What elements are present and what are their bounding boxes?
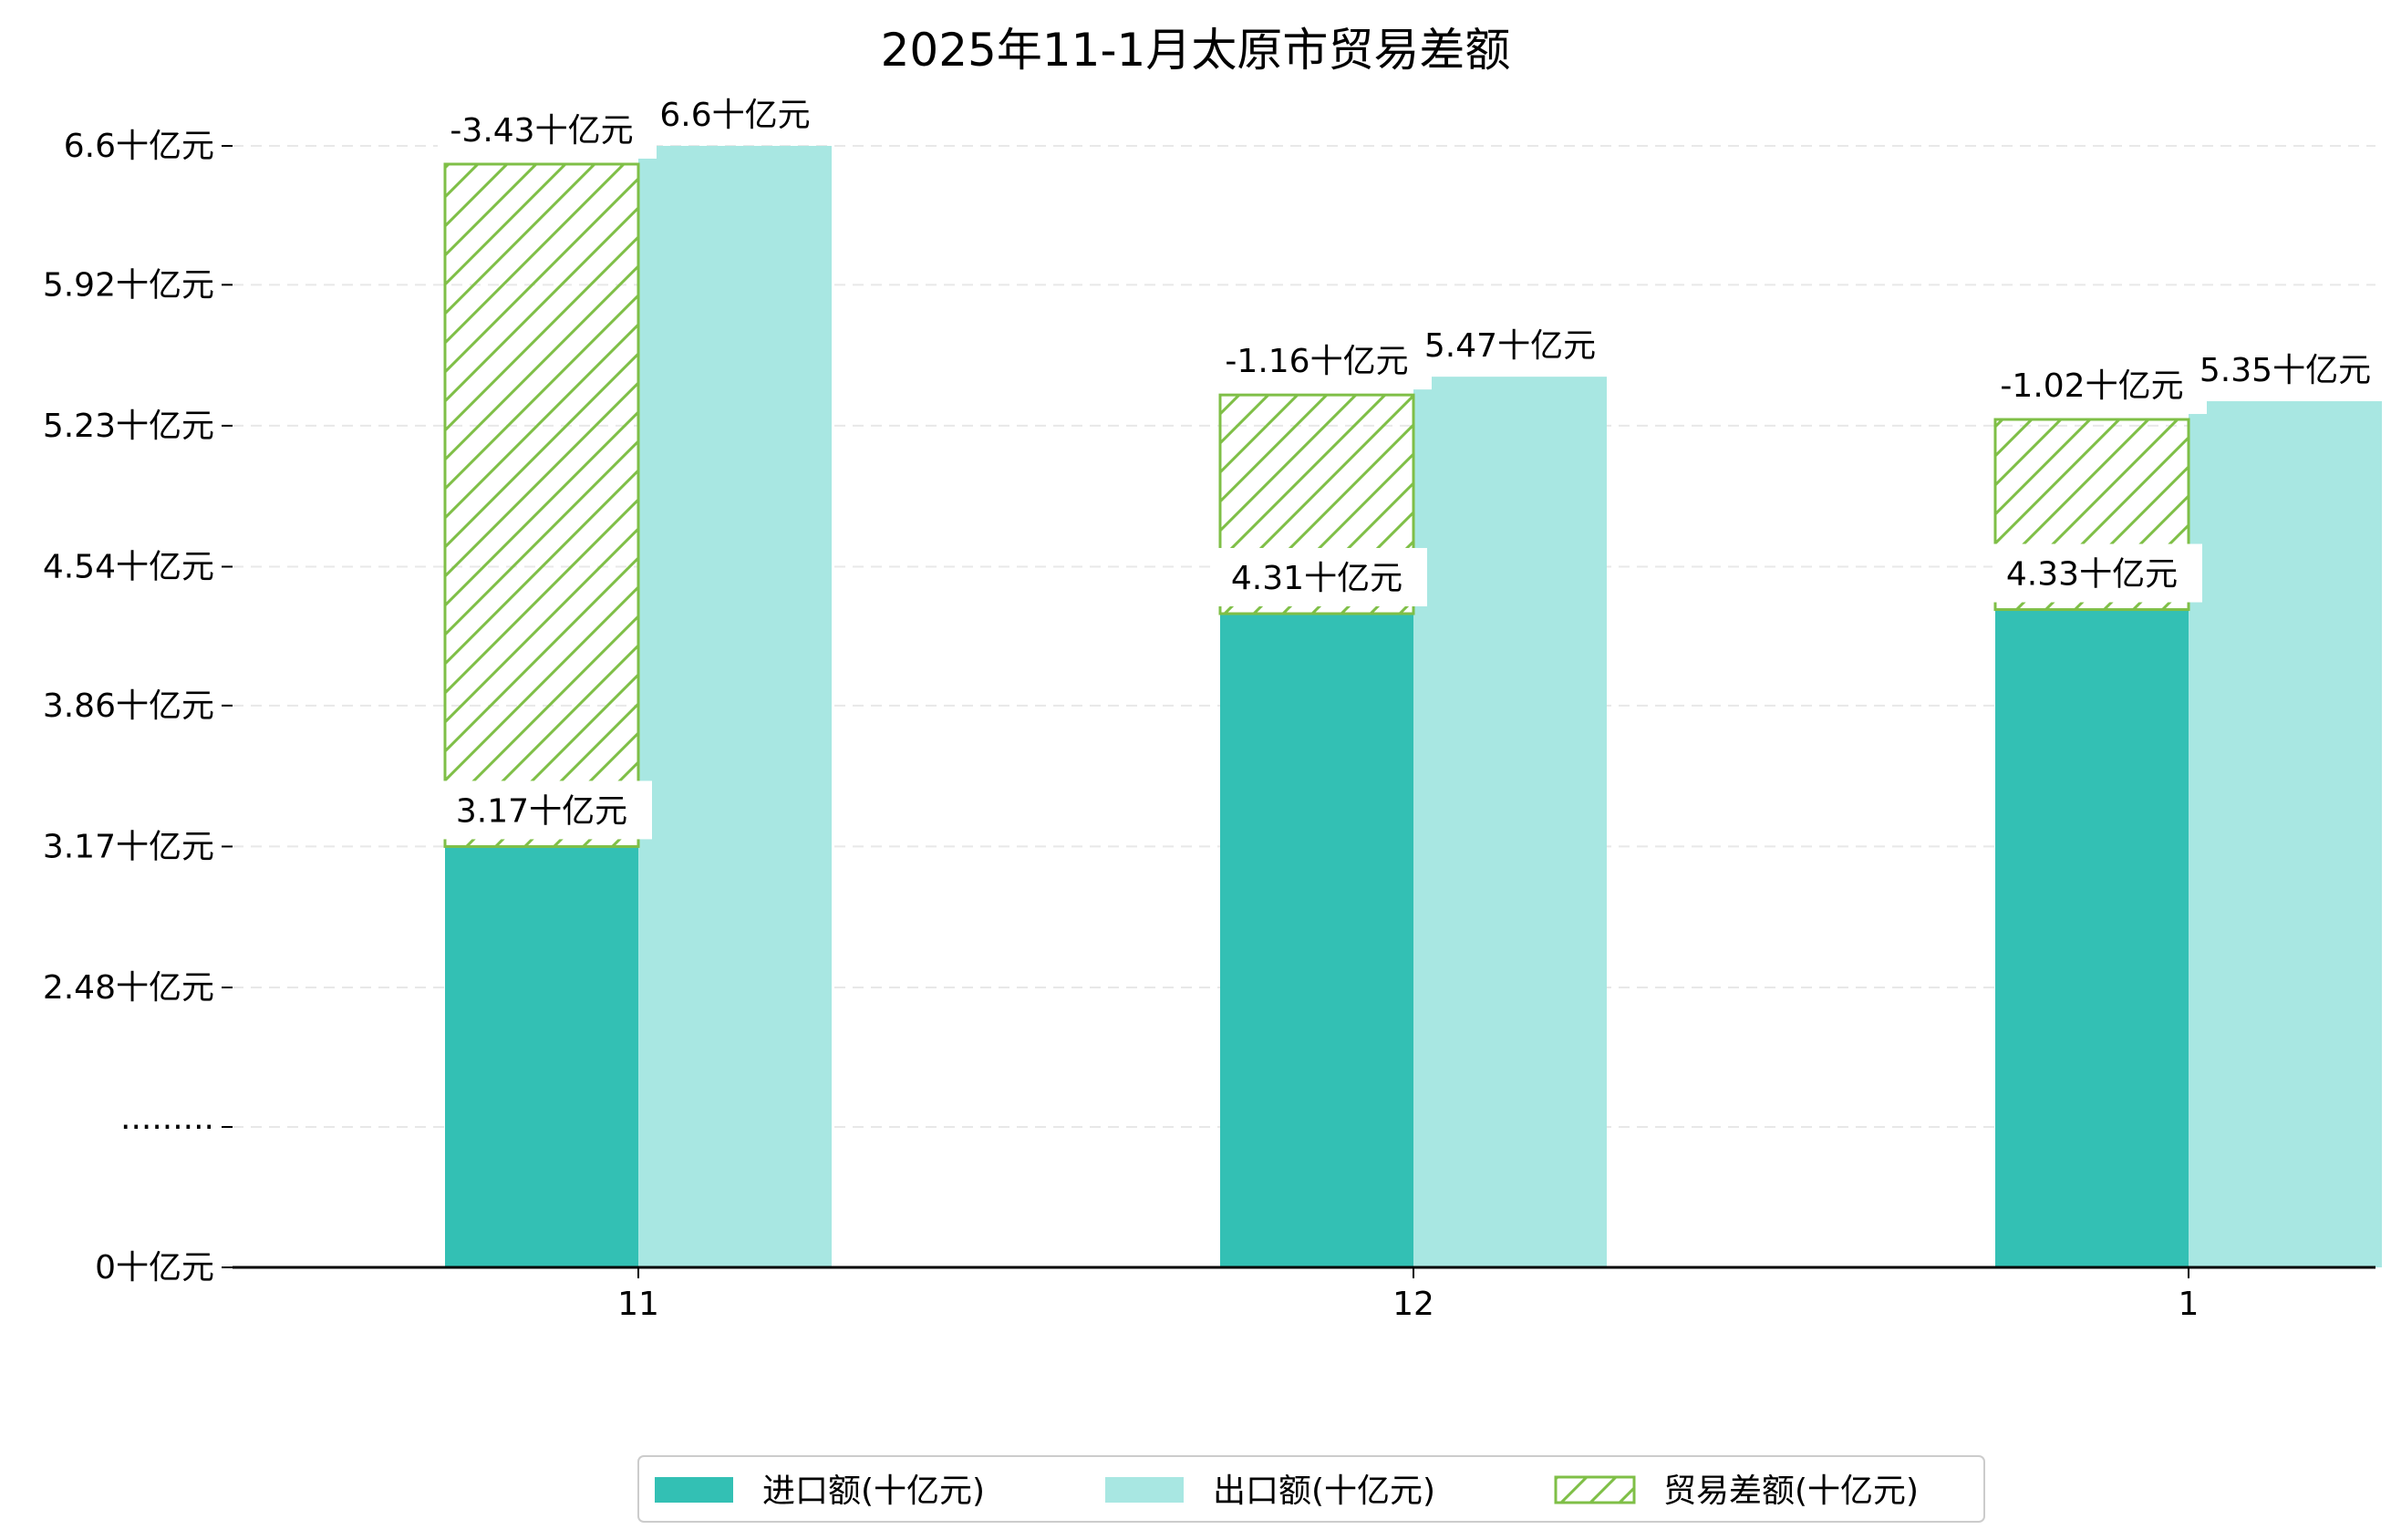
export-bar <box>2189 401 2382 1268</box>
y-tick-label: 2.48十亿元 <box>43 969 214 1007</box>
legend-import-swatch <box>655 1477 733 1503</box>
legend-import-label: 进口额(十亿元) <box>762 1473 985 1510</box>
balance-value-label: -3.43十亿元 <box>450 112 633 150</box>
export-bar <box>1413 377 1607 1267</box>
data-label-background <box>1988 356 2207 415</box>
y-tick-label: 4.54十亿元 <box>43 549 214 586</box>
y-tick-label: 0十亿元 <box>95 1249 214 1287</box>
legend-export-label: 出口额(十亿元) <box>1213 1473 1435 1510</box>
export-value-label: 6.6十亿元 <box>659 97 810 134</box>
legend: 进口额(十亿元) 出口额(十亿元) 贸易差额(十亿元) <box>637 1455 1985 1523</box>
import-bar <box>1220 614 1413 1267</box>
import-value-label: 3.17十亿元 <box>456 792 627 830</box>
data-label-background <box>1213 331 1432 390</box>
y-tick-label: 6.6十亿元 <box>64 128 214 165</box>
y-tick-label: 5.92十亿元 <box>43 266 214 304</box>
x-tick-label: 11 <box>617 1286 659 1323</box>
y-tick-label: 3.17十亿元 <box>43 828 214 865</box>
chart-title: 2025年11-1月太原市贸易差额 <box>881 24 1511 77</box>
balance-value-label: -1.02十亿元 <box>2000 367 2183 405</box>
data-label-background <box>1217 548 1427 607</box>
import-bar <box>445 846 638 1267</box>
y-tick-label: ········· <box>120 1109 214 1146</box>
axes: 0十亿元 ········· 2.48十亿元 3.17十亿元 3.86十亿元 4.54十亿… <box>43 128 2375 1323</box>
export-value-label: 5.35十亿元 <box>2200 352 2371 389</box>
import-value-label: 4.31十亿元 <box>1231 560 1403 597</box>
legend-balance-swatch <box>1554 1475 1636 1504</box>
trade-balance-bar <box>443 162 640 848</box>
import-value-label: 4.33十亿元 <box>2006 556 2178 594</box>
y-tick-label: 3.86十亿元 <box>43 687 214 725</box>
data-label-background <box>438 100 657 159</box>
x-tick-label: 12 <box>1392 1286 1434 1323</box>
data-label-background <box>442 780 652 840</box>
legend-export-swatch <box>1105 1477 1184 1503</box>
export-value-label: 5.47十亿元 <box>1424 327 1596 365</box>
legend-box <box>637 1455 1985 1523</box>
import-bar <box>1995 609 2189 1267</box>
y-tick-label: 5.23十亿元 <box>43 408 214 445</box>
legend-balance-label: 贸易差额(十亿元) <box>1663 1473 1919 1510</box>
bars <box>443 146 2382 1268</box>
balance-value-label: -1.16十亿元 <box>1225 343 1408 380</box>
data-labels: 3.17十亿元 -3.43十亿元 6.6十亿元 4.31十亿元 -1.16十亿元 5.47… <box>438 97 2371 840</box>
export-bar <box>638 146 832 1267</box>
x-tick-label: 1 <box>2179 1286 2200 1323</box>
data-label-background <box>1992 543 2202 603</box>
